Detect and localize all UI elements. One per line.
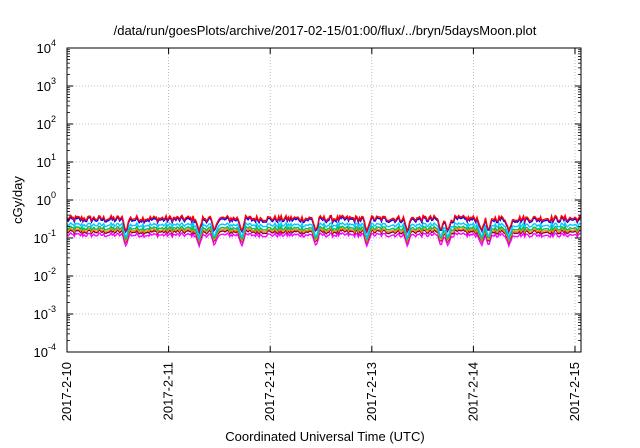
x-tick-label: 2017-2-11: [161, 362, 176, 420]
series-line: [66, 221, 582, 241]
x-tick-label: 2017-2-10: [59, 362, 74, 421]
y-axis: 10-4 10-3 10-2 10-1 100 101 102 103 104: [34, 38, 581, 360]
y-tick-label: 101: [37, 152, 56, 170]
y-tick-label: 10-4: [34, 342, 56, 360]
x-tick-label: 2017-2-15: [567, 362, 582, 421]
series-line: [66, 224, 582, 242]
y-axis-label: cGy/day: [10, 176, 25, 224]
y-tick-label: 10-2: [34, 266, 56, 284]
series-line: [66, 231, 582, 249]
chart-title: /data/run/goesPlots/archive/2017-02-15/0…: [114, 23, 537, 38]
grid-lines: [67, 48, 581, 352]
x-tick-label: 2017-2-12: [262, 362, 277, 421]
x-axis-label: Coordinated Universal Time (UTC): [225, 429, 424, 444]
x-axis: 2017-2-10 2017-2-11 2017-2-12 2017-2-13 2017…: [59, 48, 582, 421]
x-tick-label: 2017-2-13: [364, 362, 379, 421]
series-line: [66, 226, 582, 244]
y-tick-label: 104: [37, 38, 56, 56]
y-tick-label: 10-3: [34, 304, 56, 322]
y-tick-label: 10-1: [34, 228, 56, 246]
x-tick-label: 2017-2-14: [465, 362, 480, 421]
series-layer: [66, 213, 582, 249]
plot-frame: [66, 47, 582, 353]
y-tick-label: 103: [37, 76, 56, 94]
y-tick-label: 100: [37, 190, 56, 208]
y-tick-label: 102: [37, 114, 56, 132]
series-line: [66, 213, 582, 234]
